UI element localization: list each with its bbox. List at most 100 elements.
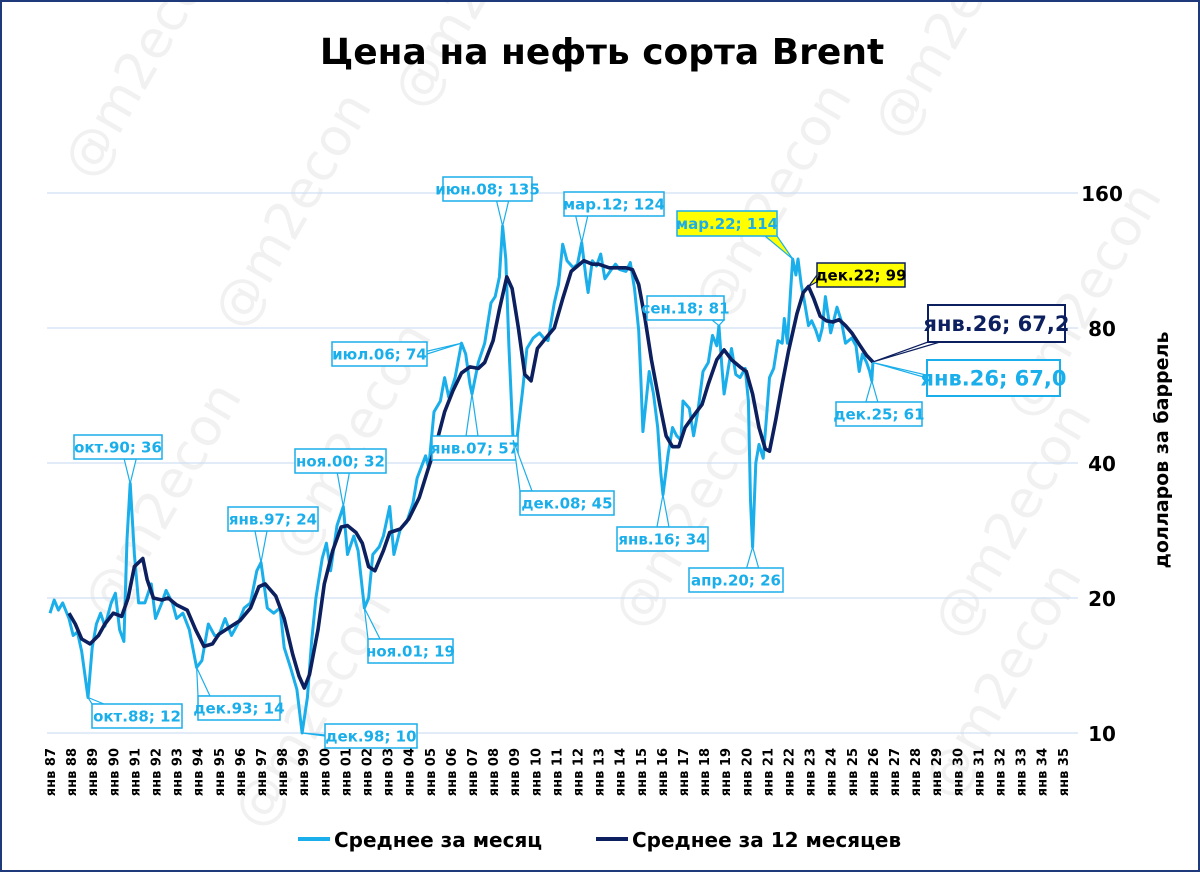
callout-box — [926, 359, 1061, 397]
callout-box — [616, 526, 709, 552]
annotation-callout: янв.26; 67,2 — [872, 304, 1070, 363]
callout-pointer — [574, 215, 589, 243]
legend: Среднее за месяц Среднее за 12 месяцев — [298, 828, 901, 852]
x-tick-label: янв 92 — [150, 748, 165, 796]
callout-box — [688, 567, 784, 593]
x-tick-label: янв 03 — [382, 748, 397, 796]
x-tick-label: янв 19 — [719, 748, 734, 796]
annotation-callout: янв.97; 24 — [227, 506, 319, 563]
annotation-callout: окт.88; 12 — [86, 696, 183, 729]
x-tick-label: янв 13 — [593, 748, 608, 796]
annotation-callout: сен.18; 81 — [641, 295, 730, 327]
annotation-callout: окт.90; 36 — [73, 434, 163, 484]
x-tick-label: янв 09 — [508, 748, 523, 796]
callout-label: янв.26; 67,0 — [920, 367, 1066, 391]
callout-label: мар.22; 114 — [676, 215, 778, 233]
callout-label: дек.08; 45 — [521, 494, 612, 512]
callout-box — [227, 506, 319, 532]
annotation-callout: дек.25; 61 — [833, 378, 925, 427]
callout-pointer — [865, 378, 879, 403]
x-tick-label: янв 33 — [1015, 748, 1030, 796]
annotation-callout: мар.22; 114 — [676, 210, 794, 260]
x-tick-label: янв 00 — [318, 748, 333, 796]
callout-box — [324, 723, 418, 749]
annotation-callout: апр.20; 26 — [688, 544, 784, 593]
y-tick-label: 10 — [1088, 722, 1116, 746]
callout-box — [676, 210, 778, 237]
series-line-monthly — [48, 224, 875, 735]
y-tick-label: 80 — [1088, 317, 1116, 341]
y-tick-label: 40 — [1088, 452, 1116, 476]
callout-pointer — [745, 544, 760, 569]
x-tick-label: янв 99 — [297, 748, 312, 796]
x-tick-label: янв 34 — [1036, 748, 1051, 796]
x-tick-label: янв 18 — [698, 748, 713, 796]
callout-pointer — [254, 530, 268, 563]
callout-pointer — [86, 696, 105, 705]
annotation-callout: ноя.00; 32 — [294, 448, 387, 507]
x-tick-label: янв 28 — [909, 748, 924, 796]
callout-box — [431, 435, 519, 461]
callout-pointer — [196, 667, 211, 697]
callout-pointer — [512, 439, 533, 492]
legend-label-avg12: Среднее за 12 месяцев — [632, 828, 901, 852]
annotation-callout: июл.06; 74 — [331, 341, 462, 367]
series-lines — [48, 224, 875, 735]
x-tick-label: янв 07 — [466, 748, 481, 796]
x-tick-label: янв 17 — [677, 748, 692, 796]
x-tick-label: янв 21 — [761, 748, 776, 796]
annotation-callout: янв.07; 57 — [431, 393, 519, 461]
x-tick-label: янв 12 — [572, 748, 587, 796]
callout-pointer — [465, 393, 479, 437]
callout-box — [91, 703, 183, 729]
x-tick-label: янв 14 — [614, 748, 629, 796]
callout-box — [646, 295, 725, 321]
x-tick-label: янв 35 — [1057, 748, 1072, 796]
x-tick-label: янв 95 — [213, 748, 228, 796]
callout-box — [197, 695, 281, 721]
callout-label: дек.98; 10 — [325, 727, 416, 745]
x-tick-label: янв 26 — [867, 748, 882, 796]
x-tick-label: янв 10 — [529, 748, 544, 796]
annotation-callout: янв.16; 34 — [616, 494, 709, 552]
annotation-callout: мар.12; 124 — [563, 191, 665, 243]
callout-label: окт.90; 36 — [74, 438, 162, 456]
callout-label: мар.12; 124 — [563, 195, 665, 213]
watermark-text: @m2econ — [71, 372, 254, 628]
callout-box — [294, 448, 387, 474]
callout-label: дек.93; 14 — [193, 699, 284, 717]
x-tick-label: янв 16 — [656, 748, 671, 796]
y-tick-label: 20 — [1088, 587, 1116, 611]
callout-pointer — [123, 458, 137, 484]
callout-label: дек.25; 61 — [833, 405, 924, 423]
callout-box — [816, 262, 906, 288]
series-line-avg12 — [67, 258, 875, 690]
annotations: окт.90; 36 окт.88; 12 дек.93; 14 янв.97; 24… — [73, 176, 1070, 749]
callout-label: янв.07; 57 — [431, 439, 519, 457]
callout-box — [927, 304, 1066, 343]
callout-label: ноя.00; 32 — [296, 452, 385, 470]
callout-box — [442, 176, 533, 202]
watermark-text: @m2econ — [861, 2, 1044, 149]
y-tick-label: 160 — [1081, 182, 1123, 206]
callout-pointer — [872, 341, 941, 363]
callout-label: янв.97; 24 — [229, 510, 317, 528]
x-tick-label: янв 91 — [128, 748, 143, 796]
callout-label: июл.06; 74 — [332, 345, 427, 363]
annotation-callout: июн.08; 135 — [435, 176, 540, 227]
callout-box — [331, 341, 428, 367]
x-tick-label: янв 32 — [994, 748, 1009, 796]
x-tick-label: янв 93 — [171, 748, 186, 796]
callout-box — [367, 638, 454, 664]
gridlines — [47, 192, 1078, 734]
x-tick-label: янв 11 — [550, 748, 565, 796]
x-tick-label: янв 94 — [192, 748, 207, 796]
x-tick-label: янв 96 — [234, 748, 249, 796]
callout-label: июн.08; 135 — [435, 180, 540, 198]
x-tick-label: янв 98 — [276, 748, 291, 796]
watermark-text: @m2econ — [51, 2, 234, 189]
callout-box — [73, 434, 163, 460]
x-tick-label: янв 89 — [86, 748, 101, 796]
annotation-callout: ноя.01; 19 — [363, 607, 455, 664]
